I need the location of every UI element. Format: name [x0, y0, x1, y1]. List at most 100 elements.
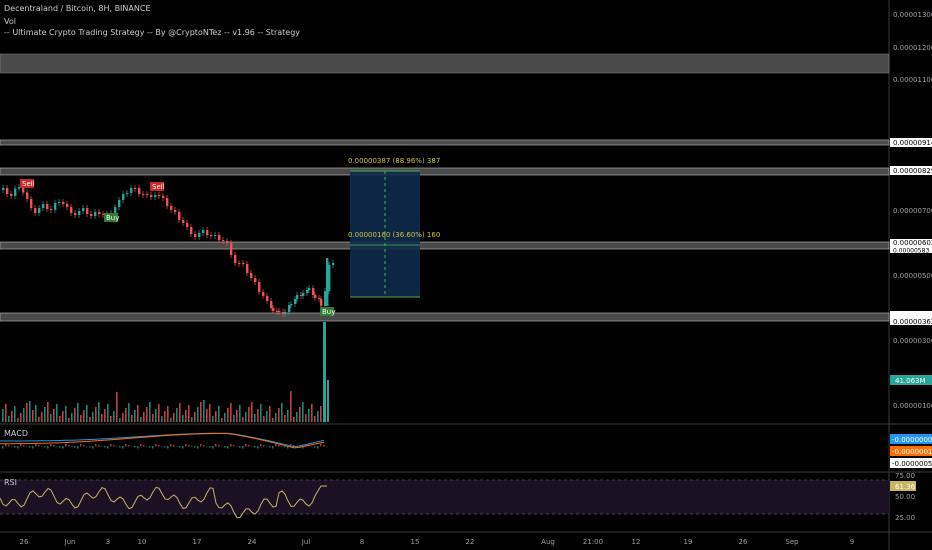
volume-bar: [302, 402, 304, 422]
volume-bar: [8, 416, 10, 422]
volume-bar: [47, 402, 49, 422]
macd-hist-bar: [122, 446, 124, 449]
macd-hist-bar: [80, 444, 82, 447]
volume-bar: [209, 404, 211, 422]
candlesticks[interactable]: [2, 184, 335, 317]
macd-hist-bar: [104, 446, 106, 448]
macd-hist-bar: [68, 445, 70, 447]
candle-body: [90, 214, 93, 216]
rsi-value-label: 61.36: [895, 483, 916, 491]
macd-hist-bar: [200, 444, 202, 447]
macd-signal-label: -0.00000017: [892, 448, 932, 456]
volume-bar: [104, 409, 106, 422]
macd-pane[interactable]: -0.00000003 -0.00000017 -0.00000050: [0, 432, 932, 468]
measure-tool[interactable]: 0.00000387 (88.96%) 387 0.00000160 (36.6…: [348, 157, 440, 298]
macd-hist-bar: [125, 444, 127, 447]
macd-hist-bar: [134, 446, 136, 448]
volume-bar: [116, 392, 118, 422]
candle-body: [158, 195, 161, 196]
candle-body: [134, 188, 137, 189]
volume-bar: [26, 403, 28, 422]
volume-bar: [161, 416, 163, 422]
macd-line: [0, 432, 325, 448]
time-tick: Jun: [64, 538, 76, 546]
price-tick: 0.00001300: [893, 11, 932, 19]
rsi-title[interactable]: RSI: [4, 478, 17, 487]
zone-upper: [0, 53, 890, 74]
volume-bar: [125, 408, 127, 422]
volume-bar: [98, 402, 100, 422]
macd-hist-bar: [245, 444, 247, 447]
macd-hist-bar: [89, 446, 91, 448]
candle-body: [306, 290, 309, 293]
volume-bar: [50, 414, 52, 422]
candle-body: [242, 263, 245, 264]
candle-body: [62, 202, 65, 204]
candle-body: [266, 296, 269, 301]
macd-hist-bar: [173, 445, 175, 447]
candle-body: [234, 255, 237, 263]
candle-body: [186, 223, 189, 227]
candle-body: [308, 288, 311, 290]
macd-hist-bar: [161, 446, 163, 447]
candle-body: [150, 195, 153, 197]
macd-hist-bar: [185, 444, 187, 447]
zone-price-label: 0.00000603: [893, 239, 932, 247]
volume-bar: [92, 412, 94, 422]
price-axis[interactable]: 0.00001300 0.00001200 0.00001100 0.00000…: [890, 11, 932, 410]
signal-markers[interactable]: Sell Buy Sell Buy: [20, 179, 335, 316]
volume-bar: [59, 416, 61, 422]
price-tick: 0.00001100: [893, 76, 932, 84]
candle-body: [114, 207, 117, 213]
rsi-pane[interactable]: 75.00 61.36 50.00 25.00: [0, 472, 916, 522]
macd-hist-bar: [182, 446, 184, 449]
macd-hist-bar: [86, 446, 88, 447]
volume-bar: [77, 403, 79, 422]
candle-body: [82, 208, 85, 211]
signal-sell-1: Sell: [20, 179, 35, 188]
volume-price-label: 41.063M: [895, 377, 926, 385]
candle-body: [278, 311, 281, 312]
macd-hist-bar: [98, 445, 100, 447]
candle-body: [118, 200, 121, 207]
candle-body: [86, 208, 89, 214]
volume-bar: [62, 411, 64, 422]
volume-bar: [281, 403, 283, 422]
price-tick: 0.00000700: [893, 207, 932, 215]
volume-bar: [212, 416, 214, 422]
candle-body: [46, 204, 49, 209]
macd-hist-bar: [212, 446, 214, 449]
volume-bar: [257, 409, 259, 422]
macd-hist-bar: [314, 446, 316, 448]
candle-body: [282, 312, 285, 314]
volume-bar: [260, 404, 262, 422]
volume-bar: [200, 402, 202, 422]
macd-hist-bar: [269, 446, 271, 448]
candle-body: [296, 295, 299, 299]
candle-body: [18, 187, 21, 189]
volume-bar: [107, 404, 109, 422]
macd-hist-bar: [170, 444, 172, 447]
candle-body: [50, 209, 53, 210]
volume-bar: [35, 405, 37, 422]
time-axis[interactable]: 26 Jun 3 10 17 24 Jul 8 15 22 Aug 21:00 12 19 26 Sep 9: [20, 538, 855, 546]
macd-hist-bar: [326, 446, 328, 447]
volume-bar: [236, 410, 238, 422]
candle-body: [324, 291, 327, 298]
volume-bar: [188, 405, 190, 422]
sr-zones: [0, 53, 890, 322]
macd-hist-bar: [236, 446, 238, 447]
volume-bar: [167, 406, 169, 422]
macd-hist-bar: [167, 446, 169, 449]
symbol-title[interactable]: Decentraland / Bitcoin, 8H, BINANCE: [4, 4, 151, 13]
candle-body: [130, 188, 133, 193]
candle-body: [328, 280, 331, 291]
candle-body: [250, 273, 253, 278]
strategy-label[interactable]: -- Ultimate Crypto Trading Strategy -- B…: [4, 28, 301, 37]
candle-body: [74, 213, 77, 215]
macd-axis-label: -0.00000050: [892, 460, 932, 468]
macd-title[interactable]: MACD: [4, 429, 28, 438]
volume-bar: [278, 408, 280, 422]
volume-indicator-label[interactable]: Vol: [4, 17, 16, 26]
